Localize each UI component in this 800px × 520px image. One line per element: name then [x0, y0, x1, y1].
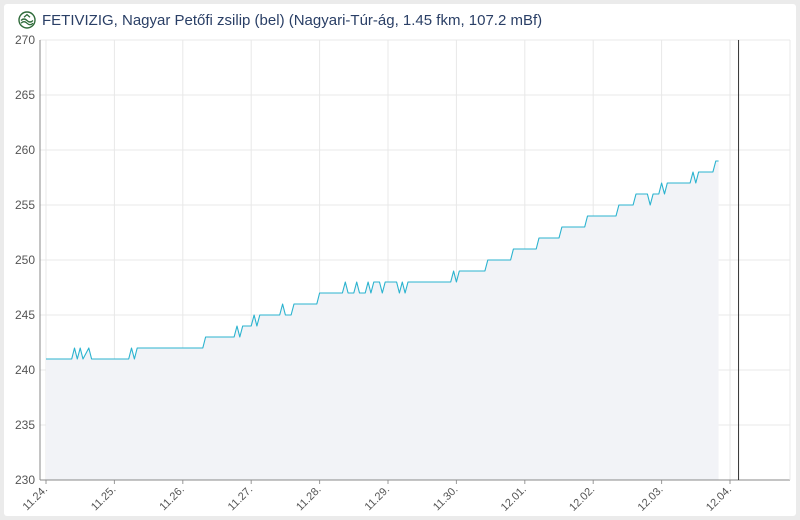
y-tick-label: 235 [15, 418, 35, 432]
series-area [46, 161, 719, 480]
y-tick-label: 250 [15, 253, 35, 267]
y-tick-label: 245 [15, 308, 35, 322]
x-tick-label: 12.03. [636, 484, 666, 514]
x-tick-label: 11.28. [294, 484, 324, 514]
x-tick-label: 11.24. [21, 484, 51, 514]
series-line-layer [46, 160, 719, 360]
x-tick-label: 11.29. [363, 484, 393, 514]
y-tick-label: 230 [15, 473, 35, 487]
x-axis-ticks: 11.24. 11.25. 11.26. 11.27. 11.28. 11.29. 11.3… [21, 484, 735, 514]
x-tick-label: 12.01. [499, 484, 529, 514]
x-tick-label: 11.25. [89, 484, 119, 514]
y-tick-label: 240 [15, 363, 35, 377]
axes [39, 40, 791, 484]
fetivizig-logo-icon [18, 11, 36, 29]
chart-header: FETIVIZIG, Nagyar Petőfi zsilip (bel) (N… [18, 8, 542, 32]
x-tick-label: 11.30. [431, 484, 461, 514]
chart-title: FETIVIZIG, Nagyar Petőfi zsilip (bel) (N… [42, 11, 543, 29]
y-tick-label: 255 [15, 198, 35, 212]
series-line [46, 160, 719, 360]
x-tick-label: 11.26. [157, 484, 187, 514]
area-fill-layer [46, 161, 719, 480]
x-tick-label: 12.04. [704, 484, 734, 514]
y-tick-label: 265 [15, 88, 35, 102]
x-tick-label: 11.27. [226, 484, 256, 514]
x-tick-label: 12.02. [567, 484, 597, 514]
y-axis-ticks: 230 235 240 245 250 255 260 265 270 [15, 33, 35, 487]
y-tick-label: 270 [15, 33, 35, 47]
y-tick-label: 260 [15, 143, 35, 157]
